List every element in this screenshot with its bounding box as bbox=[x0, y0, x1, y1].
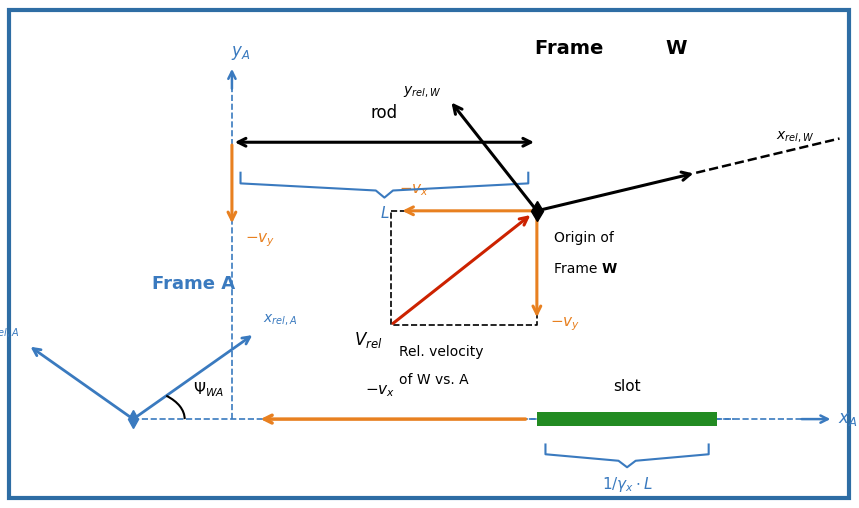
Text: $- v_y$: $- v_y$ bbox=[550, 315, 580, 333]
Text: Frame: Frame bbox=[535, 39, 610, 58]
Bar bbox=[537, 412, 717, 426]
Text: $\Psi_{WA}$: $\Psi_{WA}$ bbox=[193, 380, 224, 399]
Text: $y_A$: $y_A$ bbox=[231, 44, 250, 62]
Text: $L$: $L$ bbox=[380, 205, 389, 221]
Text: $- v_x$: $- v_x$ bbox=[365, 383, 395, 399]
Text: Origin of: Origin of bbox=[554, 231, 614, 245]
Text: $x_A$: $x_A$ bbox=[838, 410, 857, 428]
Text: $V_{rel}$: $V_{rel}$ bbox=[354, 330, 382, 350]
Text: $x_{rel,W}$: $x_{rel,W}$ bbox=[777, 131, 814, 145]
Text: $- v_x$: $- v_x$ bbox=[399, 182, 430, 198]
Text: of W vs. A: of W vs. A bbox=[399, 373, 469, 388]
Text: $- v_y$: $- v_y$ bbox=[245, 231, 275, 249]
Text: Frame: Frame bbox=[554, 262, 602, 276]
Text: Frame A: Frame A bbox=[152, 275, 235, 294]
Text: W: W bbox=[601, 262, 617, 276]
Text: rod: rod bbox=[371, 104, 398, 122]
Text: Rel. velocity: Rel. velocity bbox=[399, 345, 484, 360]
Text: $1/ \gamma_x \cdot L$: $1/ \gamma_x \cdot L$ bbox=[601, 475, 653, 494]
Text: $y_{rel,A}$: $y_{rel,A}$ bbox=[0, 325, 20, 340]
Text: $x_{rel,A}$: $x_{rel,A}$ bbox=[263, 313, 297, 328]
FancyBboxPatch shape bbox=[9, 10, 849, 498]
Text: slot: slot bbox=[613, 378, 641, 394]
Text: W: W bbox=[666, 39, 687, 58]
Text: $y_{rel,W}$: $y_{rel,W}$ bbox=[403, 85, 442, 100]
